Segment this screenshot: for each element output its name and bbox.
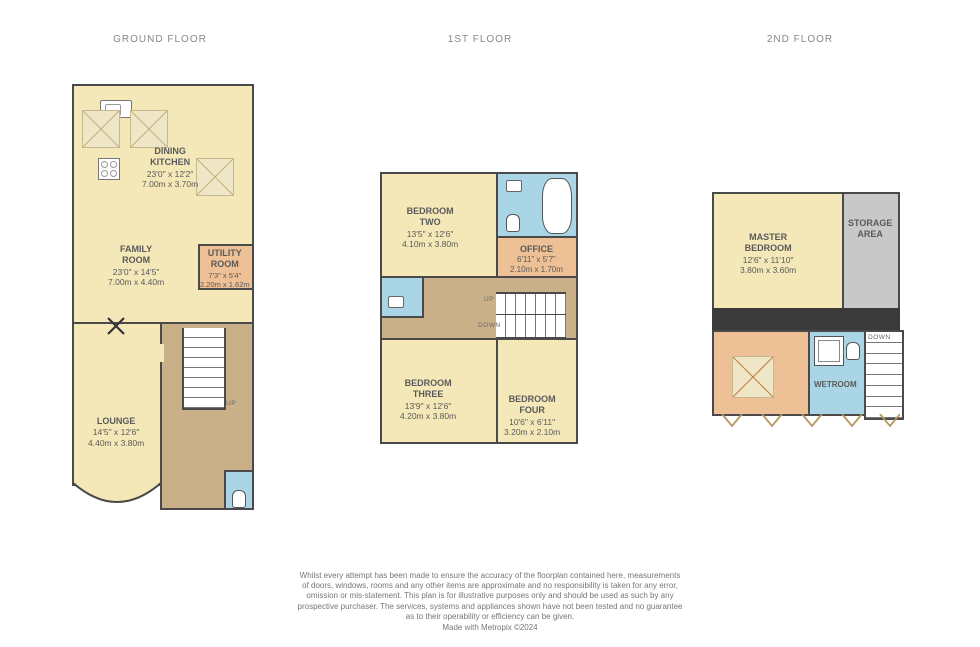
basin-icon-1f bbox=[506, 180, 522, 192]
stairs-ground bbox=[182, 328, 226, 410]
label-master: MASTERBEDROOM 12'6" x 11'10" 3.80m x 3.6… bbox=[740, 232, 796, 276]
kitchen-island-2 bbox=[130, 110, 168, 148]
title-ground: GROUND FLOOR bbox=[100, 34, 220, 45]
bay-window-icon bbox=[72, 482, 162, 510]
floorplan-canvas: GROUND FLOOR 1ST FLOOR 2ND FLOOR DININGK… bbox=[0, 0, 980, 647]
basin-icon-ensuite bbox=[388, 296, 404, 308]
label-lounge: LOUNGE 14'5" x 12'6" 4.40m x 3.80m bbox=[88, 416, 144, 449]
label-down-1f: DOWN bbox=[478, 322, 501, 329]
label-utility: UTILITYROOM 7'3" x 5'4" 2.20m x 1.62m bbox=[200, 248, 250, 289]
room-storage bbox=[842, 192, 900, 310]
bath-icon bbox=[542, 178, 572, 234]
room-lounge bbox=[72, 322, 162, 486]
label-up-ground: UP bbox=[226, 400, 236, 407]
kitchen-island-1 bbox=[82, 110, 120, 148]
label-dining-kitchen: DININGKITCHEN 23'0" x 12'2" 7.00m x 3.70… bbox=[142, 146, 198, 190]
label-office: OFFICE 6'11" x 5'7" 2.10m x 1.70m bbox=[510, 244, 563, 275]
disclaimer-text: Whilst every attempt has been made to en… bbox=[0, 571, 980, 633]
label-wetroom: WETROOM bbox=[814, 380, 857, 390]
label-bedroom-four: BEDROOMFOUR 10'6" x 6'11" 3.20m x 2.10m bbox=[504, 394, 560, 438]
stairs-1f-down bbox=[496, 314, 566, 339]
toilet-icon-wet bbox=[846, 342, 860, 360]
opening-family-hall bbox=[160, 344, 164, 362]
label-down-2f: DOWN bbox=[868, 334, 891, 341]
label-storage: STORAGEAREA bbox=[848, 218, 892, 241]
title-first: 1ST FLOOR bbox=[420, 34, 540, 45]
shower-icon bbox=[814, 336, 844, 366]
label-up-1f: UP bbox=[484, 296, 494, 303]
label-family-room: FAMILYROOM 23'0" x 14'5" 7.00m x 4.40m bbox=[108, 244, 164, 288]
toilet-icon-ground bbox=[232, 490, 246, 508]
dressing-icon bbox=[732, 356, 774, 398]
label-bedroom-two: BEDROOMTWO 13'5" x 12'6" 4.10m x 3.80m bbox=[402, 206, 458, 250]
stairs-2f bbox=[864, 330, 904, 420]
toilet-icon-1f bbox=[506, 214, 520, 232]
double-door-icon bbox=[106, 316, 126, 336]
title-second: 2ND FLOOR bbox=[740, 34, 860, 45]
room-landing-2f bbox=[712, 308, 900, 332]
hob-icon bbox=[98, 158, 120, 180]
kitchen-island-3 bbox=[196, 158, 234, 196]
label-bedroom-three: BEDROOMTHREE 13'9" x 12'6" 4.20m x 3.80m bbox=[400, 378, 456, 422]
stairs-1f-up bbox=[496, 292, 566, 316]
